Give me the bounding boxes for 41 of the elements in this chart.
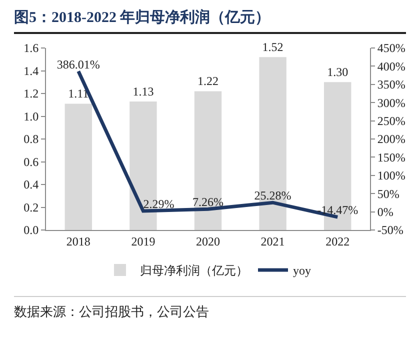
x-tick-label: 2022 (326, 234, 350, 248)
source-note: 数据来源：公司招股书，公司公告 (14, 296, 406, 321)
data-label: 2.29% (143, 196, 174, 211)
y2-tick-label: 0% (377, 205, 394, 219)
x-tick-label: 2019 (131, 234, 156, 248)
x-tick-label: 2021 (260, 234, 285, 248)
y2-tick-label: 150% (377, 150, 406, 164)
legend-label: yoy (293, 264, 311, 278)
x-tick-label: 2018 (66, 234, 90, 248)
y2-tick-label: -50% (377, 223, 404, 238)
y-tick-label: 0.2 (24, 200, 39, 214)
data-label: 1.13 (132, 84, 154, 98)
y-tick-label: 1.2 (24, 86, 39, 101)
legend-label: 归母净利润（亿元） (140, 264, 248, 278)
bar (194, 91, 222, 230)
y2-tick-label: 200% (377, 132, 406, 146)
data-label: 7.26% (192, 195, 224, 210)
data-label: 1.52 (262, 40, 284, 54)
y-tick-label: 0.8 (24, 132, 39, 146)
y-tick-label: 1.0 (24, 109, 39, 124)
data-label: 1.30 (327, 65, 348, 80)
y2-tick-label: 300% (377, 96, 406, 110)
data-label: 25.28% (254, 188, 292, 203)
y-tick-label: 0.0 (24, 223, 39, 238)
y-tick-label: 0.6 (24, 154, 39, 169)
bar (64, 104, 92, 230)
data-label: 1.11 (68, 86, 89, 101)
y-tick-label: 0.4 (24, 178, 39, 192)
data-label: -14.47% (317, 203, 358, 218)
x-tick-label: 2020 (196, 234, 220, 248)
data-label: 386.01% (56, 57, 100, 72)
y2-tick-label: 50% (377, 186, 400, 201)
y-tick-label: 1.4 (24, 64, 39, 78)
y2-tick-label: 250% (377, 114, 406, 128)
data-label: 1.22 (198, 74, 218, 88)
y2-tick-label: 350% (377, 78, 406, 92)
y2-tick-label: 450% (377, 41, 406, 56)
y2-tick-label: 100% (377, 168, 406, 183)
y-tick-label: 1.6 (24, 41, 39, 56)
chart-title: 图5：2018-2022 年归母净利润（亿元） (14, 6, 406, 34)
y2-tick-label: 400% (377, 59, 406, 74)
